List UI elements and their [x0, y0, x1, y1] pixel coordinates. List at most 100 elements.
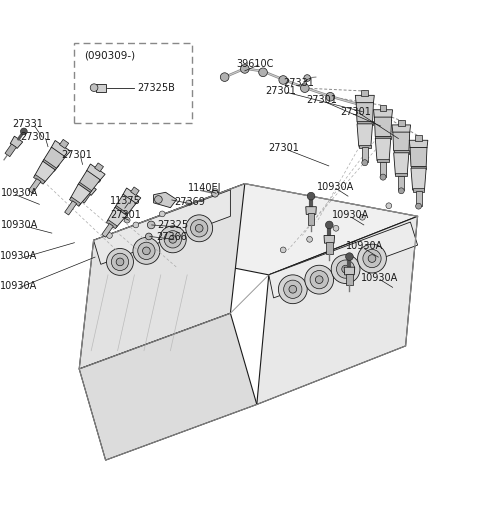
Circle shape: [358, 244, 386, 273]
Polygon shape: [375, 135, 391, 139]
Polygon shape: [95, 163, 104, 172]
Circle shape: [386, 203, 392, 209]
Circle shape: [159, 226, 186, 253]
Circle shape: [325, 221, 333, 229]
Circle shape: [331, 255, 360, 283]
Polygon shape: [71, 184, 90, 205]
Circle shape: [159, 211, 165, 217]
Text: 27301: 27301: [20, 132, 51, 142]
Circle shape: [220, 73, 229, 81]
Text: 1140EJ: 1140EJ: [188, 183, 222, 194]
Circle shape: [284, 280, 302, 298]
Circle shape: [398, 188, 404, 194]
Circle shape: [259, 68, 267, 77]
Polygon shape: [257, 216, 418, 404]
Polygon shape: [410, 147, 427, 167]
Polygon shape: [94, 190, 230, 264]
Text: 27325B: 27325B: [137, 83, 175, 93]
Circle shape: [289, 285, 297, 293]
Circle shape: [416, 203, 421, 209]
Polygon shape: [357, 124, 372, 146]
Polygon shape: [85, 184, 96, 195]
Polygon shape: [308, 213, 314, 225]
Polygon shape: [94, 184, 418, 275]
Text: 10930A: 10930A: [317, 182, 354, 192]
Circle shape: [21, 128, 27, 135]
Polygon shape: [380, 104, 386, 111]
Polygon shape: [394, 151, 409, 154]
Polygon shape: [375, 138, 391, 161]
Polygon shape: [324, 236, 335, 243]
Circle shape: [107, 249, 133, 276]
Polygon shape: [359, 145, 371, 148]
Polygon shape: [102, 224, 113, 237]
Circle shape: [342, 265, 349, 273]
Circle shape: [278, 275, 307, 304]
Circle shape: [107, 233, 112, 238]
Polygon shape: [377, 159, 389, 162]
Polygon shape: [47, 160, 59, 172]
Polygon shape: [355, 95, 374, 103]
Polygon shape: [5, 144, 16, 157]
Polygon shape: [413, 188, 424, 192]
Polygon shape: [107, 220, 117, 229]
Circle shape: [212, 190, 218, 197]
Circle shape: [94, 176, 101, 183]
Polygon shape: [416, 191, 421, 206]
Text: 27301: 27301: [340, 107, 371, 117]
Text: 10930A: 10930A: [0, 281, 37, 291]
Polygon shape: [131, 187, 139, 195]
Polygon shape: [362, 147, 368, 162]
Text: 27369: 27369: [174, 197, 204, 207]
Circle shape: [307, 237, 312, 242]
Polygon shape: [60, 140, 69, 148]
Circle shape: [280, 247, 286, 253]
Text: 10930A: 10930A: [332, 210, 370, 221]
Polygon shape: [79, 313, 257, 460]
Polygon shape: [326, 242, 333, 254]
Circle shape: [111, 253, 129, 270]
Polygon shape: [154, 193, 177, 208]
Polygon shape: [51, 141, 71, 158]
Polygon shape: [108, 207, 127, 227]
Polygon shape: [115, 206, 128, 216]
Circle shape: [191, 220, 208, 237]
Polygon shape: [398, 175, 404, 190]
Polygon shape: [306, 207, 316, 214]
Polygon shape: [269, 222, 418, 298]
Polygon shape: [392, 125, 410, 132]
Circle shape: [380, 174, 386, 180]
Polygon shape: [116, 194, 136, 215]
Polygon shape: [398, 120, 405, 126]
Circle shape: [138, 242, 155, 260]
Polygon shape: [346, 274, 353, 285]
Text: 10930A: 10930A: [1, 188, 38, 198]
Text: 10930A: 10930A: [346, 241, 383, 251]
Circle shape: [90, 84, 98, 91]
Circle shape: [305, 265, 334, 294]
Circle shape: [155, 196, 162, 203]
Polygon shape: [344, 267, 355, 275]
Circle shape: [240, 65, 249, 73]
Circle shape: [336, 260, 355, 278]
Polygon shape: [34, 174, 45, 184]
Circle shape: [133, 222, 139, 228]
Circle shape: [363, 250, 381, 268]
Polygon shape: [409, 140, 428, 148]
Polygon shape: [361, 90, 368, 96]
Circle shape: [368, 255, 376, 263]
Text: 27301: 27301: [265, 86, 296, 95]
Polygon shape: [80, 191, 90, 203]
Circle shape: [164, 231, 181, 248]
Polygon shape: [393, 132, 410, 151]
Circle shape: [307, 193, 315, 200]
Circle shape: [124, 217, 130, 223]
Circle shape: [121, 206, 127, 212]
Polygon shape: [356, 103, 373, 122]
Circle shape: [195, 224, 203, 232]
Circle shape: [326, 92, 335, 101]
Circle shape: [315, 276, 323, 283]
Polygon shape: [42, 159, 57, 171]
Text: (090309-): (090309-): [84, 50, 135, 61]
Polygon shape: [35, 161, 55, 183]
